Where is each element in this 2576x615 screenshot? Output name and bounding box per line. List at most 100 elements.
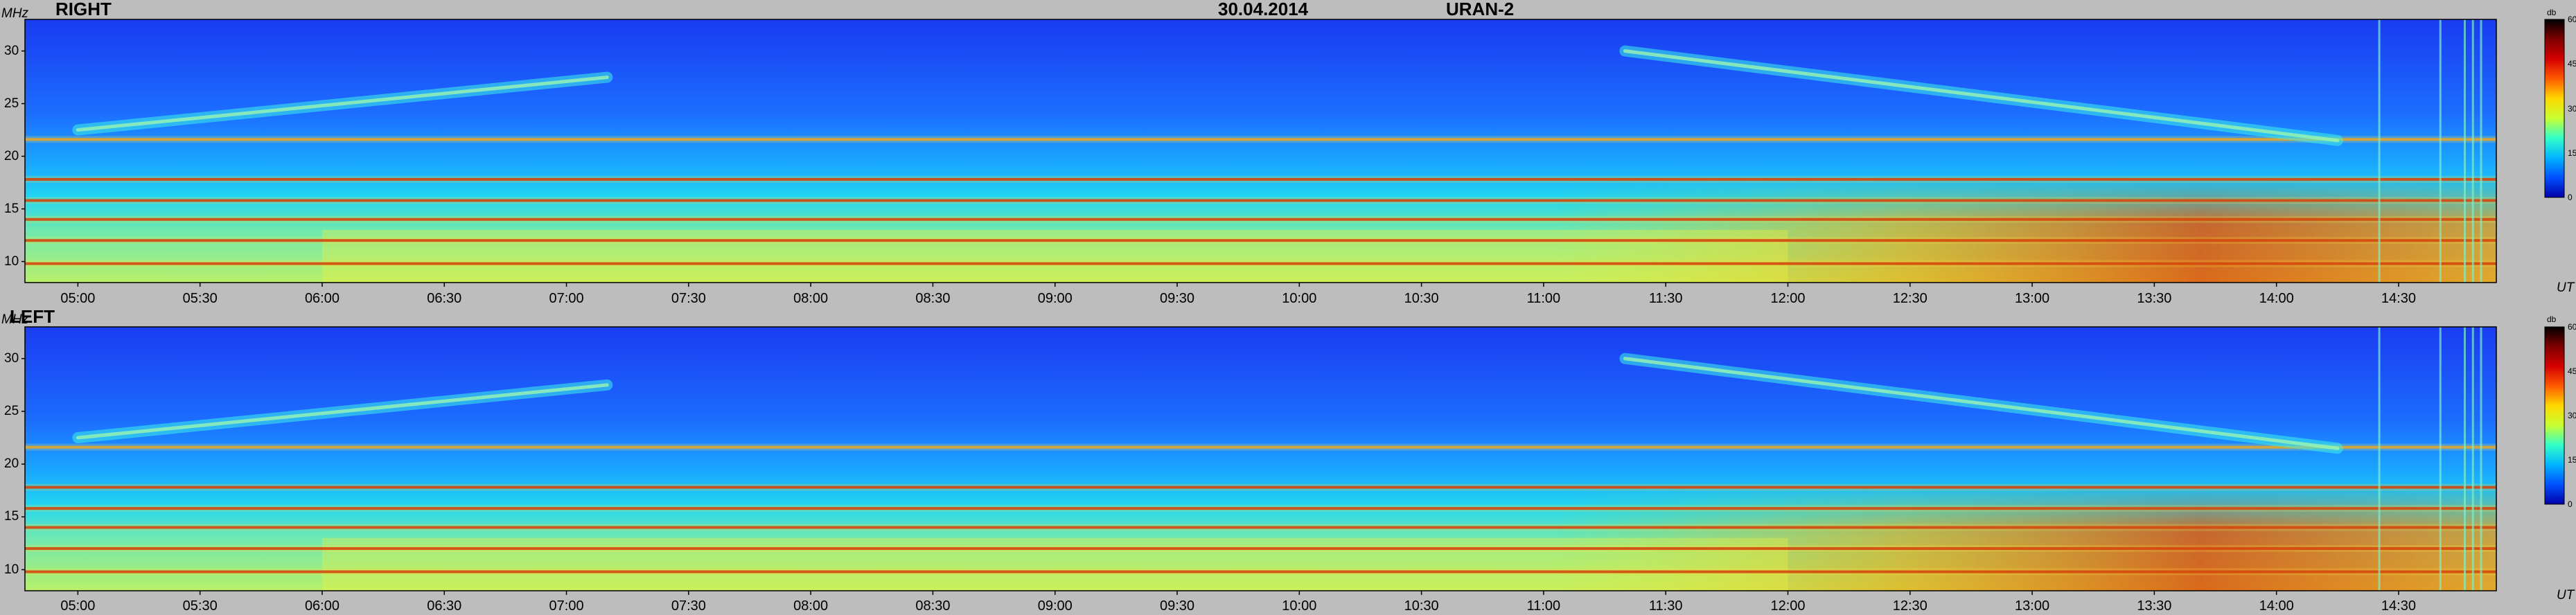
interference-line [25, 445, 2496, 449]
observation-date: 30.04.2014 [1218, 0, 1309, 19]
y-tick-label: 15 [4, 201, 19, 216]
interference-halo [25, 260, 2496, 267]
x-tick-label: 10:30 [1404, 598, 1439, 614]
interference-halo [25, 136, 2496, 143]
colorbar-tick-label: 0 [2568, 193, 2573, 202]
impulse-spike [2378, 327, 2381, 591]
interference-halo [25, 568, 2496, 576]
interference-line [25, 199, 2496, 202]
x-tick-label: 11:00 [1526, 598, 1561, 614]
impulse-spike [2471, 327, 2474, 591]
y-tick-label: 30 [4, 43, 19, 58]
spectrogram-panel-left [21, 326, 2565, 595]
x-tick-label: 13:00 [2015, 291, 2050, 306]
x-tick-label: 09:30 [1160, 291, 1195, 306]
instrument-name: URAN-2 [1446, 0, 1515, 19]
x-tick-label: 10:00 [1282, 291, 1317, 306]
x-tick-label: 05:00 [60, 598, 96, 614]
spectrogram-panel-right [21, 19, 2565, 287]
panel-left-ylabel: MHz [1, 312, 29, 327]
x-tick-label: 07:00 [549, 291, 584, 306]
interference-halo [25, 443, 2496, 451]
colorbar-tick-label: 30 [2568, 411, 2576, 420]
panel-left-title: LEFT [10, 306, 55, 327]
interference-halo [25, 505, 2496, 512]
x-tick-label: 11:00 [1526, 291, 1561, 306]
low-frequency-noise [321, 537, 1788, 591]
x-tick-label: 06:00 [304, 291, 339, 306]
y-tick-label: 20 [4, 456, 19, 472]
interference-halo [25, 524, 2496, 531]
panel-right-colorbar-unit: db [2547, 8, 2557, 17]
colorbar-tick-label: 45 [2568, 59, 2576, 69]
colorbar-tick-label: 15 [2568, 455, 2576, 465]
impulse-spike [2378, 19, 2381, 283]
y-tick-label: 10 [4, 253, 19, 269]
x-tick-label: 08:30 [915, 291, 951, 306]
colorbar-tick-label: 60 [2568, 322, 2576, 332]
x-tick-label: 10:30 [1404, 291, 1439, 306]
y-tick-label: 30 [4, 350, 19, 366]
interference-line [25, 262, 2496, 265]
x-tick-label: 11:30 [1648, 291, 1683, 306]
panel-right-ylabel: MHz [1, 6, 29, 21]
drifting-feature [76, 383, 609, 440]
x-tick-label: 06:30 [427, 291, 462, 306]
x-tick-label: 09:00 [1037, 598, 1073, 614]
x-tick-label: 12:30 [1892, 291, 1927, 306]
colorbar-tick-label: 15 [2568, 148, 2576, 158]
plot-frame [24, 19, 2497, 283]
panel-right-xlabel: UT [2557, 280, 2575, 295]
interference-line [25, 547, 2496, 551]
colorbar-tick-label: 45 [2568, 366, 2576, 376]
interference-halo [25, 483, 2496, 491]
impulse-spike [2480, 19, 2482, 283]
low-frequency-noise [321, 230, 1788, 283]
impulse-spike [2480, 327, 2482, 591]
x-tick-label: 14:30 [2381, 598, 2416, 614]
interference-line [25, 485, 2496, 489]
x-tick-label: 12:00 [1770, 598, 1806, 614]
x-tick-label: 13:30 [2137, 598, 2172, 614]
interference-line [25, 239, 2496, 242]
interference-line [25, 570, 2496, 573]
panel-right-title: RIGHT [55, 0, 112, 19]
impulse-spike [2439, 327, 2442, 591]
x-tick-label: 14:30 [2381, 291, 2416, 306]
colorbar-tick-label: 0 [2568, 499, 2573, 509]
x-tick-label: 13:30 [2137, 291, 2172, 306]
x-tick-label: 05:30 [182, 291, 218, 306]
colorbar [2544, 326, 2565, 505]
interference-halo [25, 215, 2496, 223]
x-tick-label: 11:30 [1648, 598, 1683, 614]
y-tick-label: 25 [4, 96, 19, 111]
interference-halo [25, 237, 2496, 244]
x-tick-label: 08:30 [915, 598, 951, 614]
drifting-feature [76, 75, 609, 132]
x-tick-label: 07:00 [549, 598, 584, 614]
interference-line [25, 138, 2496, 141]
interference-line [25, 526, 2496, 529]
y-tick-label: 15 [4, 509, 19, 524]
y-tick-label: 25 [4, 403, 19, 418]
x-tick-label: 14:00 [2259, 291, 2294, 306]
interference-halo [25, 176, 2496, 184]
x-tick-label: 06:30 [427, 598, 462, 614]
interference-halo [25, 197, 2496, 204]
x-tick-label: 09:00 [1037, 291, 1073, 306]
impulse-spike [2439, 19, 2442, 283]
x-tick-label: 08:00 [793, 598, 829, 614]
x-tick-label: 10:00 [1282, 598, 1317, 614]
x-tick-label: 12:30 [1892, 598, 1927, 614]
y-tick-label: 10 [4, 562, 19, 577]
colorbar [2544, 19, 2565, 198]
x-tick-label: 07:30 [671, 598, 706, 614]
colorbar-tick-label: 30 [2568, 103, 2576, 114]
x-tick-label: 05:30 [182, 598, 218, 614]
y-tick-label: 20 [4, 148, 19, 163]
impulse-spike [2463, 327, 2466, 591]
broadband-emission-region [25, 327, 2496, 591]
x-tick-label: 06:00 [304, 598, 339, 614]
interference-line [25, 178, 2496, 181]
